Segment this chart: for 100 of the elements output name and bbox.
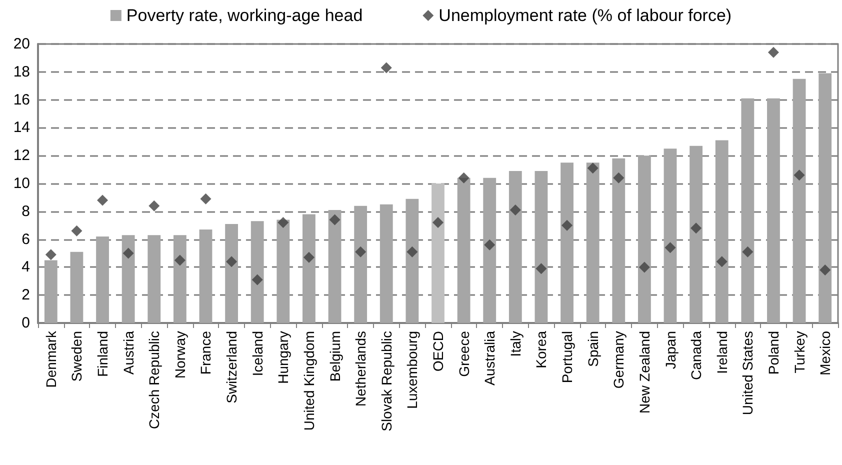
point bbox=[97, 194, 108, 206]
point bbox=[200, 193, 212, 204]
x-tick-label: Spain bbox=[584, 331, 601, 367]
bar bbox=[148, 235, 161, 323]
bar bbox=[96, 236, 109, 323]
x-tick-label: Belgium bbox=[326, 331, 343, 382]
bar bbox=[690, 146, 703, 323]
y-tick-label: 16 bbox=[13, 91, 30, 108]
bar bbox=[173, 235, 186, 323]
x-tick-label: Italy bbox=[507, 331, 524, 357]
point bbox=[329, 214, 340, 226]
point bbox=[71, 225, 82, 236]
bar bbox=[715, 140, 728, 323]
y-tick-label: 6 bbox=[22, 230, 30, 248]
x-tick-label: Portugal bbox=[559, 331, 576, 384]
y-tick-label: 4 bbox=[22, 258, 30, 276]
x-tick-label: Australia bbox=[482, 330, 498, 386]
bar bbox=[586, 162, 600, 323]
bar bbox=[638, 156, 651, 323]
point bbox=[562, 220, 573, 231]
bar bbox=[225, 224, 238, 323]
x-tick-label: New Zealand bbox=[636, 331, 652, 414]
y-tick-label: 8 bbox=[22, 202, 30, 220]
x-tick-label: Hungary bbox=[275, 331, 292, 384]
x-tick-label: Greece bbox=[456, 330, 472, 377]
point bbox=[432, 217, 444, 228]
x-tick-label: Luxembourg bbox=[404, 331, 420, 409]
point bbox=[510, 204, 521, 216]
bar bbox=[432, 184, 444, 323]
y-tick-label: 2 bbox=[22, 286, 30, 304]
point bbox=[820, 264, 831, 276]
bar bbox=[741, 98, 754, 323]
y-tick-label: 14 bbox=[13, 119, 30, 136]
bar bbox=[612, 158, 626, 323]
bar bbox=[560, 162, 574, 323]
bar bbox=[767, 98, 780, 323]
point bbox=[613, 172, 624, 184]
point bbox=[252, 274, 263, 286]
x-tick-label: Switzerland bbox=[224, 331, 240, 404]
point bbox=[226, 256, 238, 268]
x-tick-label: Poland bbox=[765, 331, 782, 375]
x-tick-label: United Kingdom bbox=[300, 331, 317, 431]
bar bbox=[818, 73, 832, 323]
x-tick-label: Germany bbox=[610, 331, 627, 389]
x-tick-label: Ireland bbox=[714, 331, 730, 374]
bar bbox=[199, 230, 212, 323]
bar bbox=[792, 78, 806, 323]
x-tick-label: Austria bbox=[120, 330, 136, 375]
x-tick-label: Korea bbox=[533, 330, 550, 368]
bar bbox=[302, 214, 316, 323]
x-tick-label: Denmark bbox=[42, 330, 59, 388]
x-tick-label: Canada bbox=[688, 330, 704, 380]
legend-label: Unemployment rate (% of labour force) bbox=[438, 6, 732, 25]
point bbox=[716, 256, 728, 268]
y-tick-label: 18 bbox=[13, 63, 30, 80]
bar bbox=[483, 178, 496, 323]
x-tick-label: France bbox=[198, 330, 214, 375]
point bbox=[690, 222, 702, 234]
x-tick-label: Czech Republic bbox=[146, 331, 162, 430]
x-tick-label: OECD bbox=[430, 331, 446, 372]
point bbox=[174, 254, 186, 266]
x-tick-label: Norway bbox=[172, 331, 188, 378]
bar bbox=[406, 198, 419, 323]
point bbox=[664, 242, 676, 254]
y-tick-label: 10 bbox=[13, 175, 30, 192]
point bbox=[45, 249, 56, 260]
x-tick-label: Finland bbox=[94, 331, 111, 377]
bar bbox=[380, 204, 393, 323]
y-tick-label: 12 bbox=[13, 147, 30, 164]
bar bbox=[508, 170, 522, 323]
bar bbox=[250, 221, 264, 323]
bar bbox=[534, 170, 548, 323]
bar bbox=[44, 260, 58, 323]
point bbox=[536, 263, 547, 274]
point bbox=[355, 246, 366, 258]
point bbox=[303, 252, 314, 263]
x-tick-label: United States bbox=[740, 331, 756, 416]
point bbox=[406, 246, 418, 258]
bar bbox=[457, 178, 470, 323]
point bbox=[148, 200, 160, 212]
y-tick-label: 20 bbox=[13, 36, 30, 52]
x-tick-label: Iceland bbox=[249, 331, 266, 376]
point bbox=[458, 172, 470, 184]
point bbox=[794, 170, 805, 181]
point bbox=[742, 246, 754, 258]
legend-label: Poverty rate, working-age head bbox=[126, 6, 363, 25]
bar bbox=[276, 220, 290, 323]
point bbox=[638, 262, 650, 273]
x-tick-label: Sweden bbox=[68, 331, 85, 382]
x-tick-label: Turkey bbox=[791, 331, 808, 374]
x-tick-label: Japan bbox=[662, 331, 678, 370]
point bbox=[768, 46, 779, 58]
bar bbox=[328, 210, 342, 323]
point bbox=[484, 239, 496, 250]
bar bbox=[664, 148, 677, 323]
point bbox=[278, 217, 289, 228]
bar bbox=[122, 235, 135, 323]
bar bbox=[70, 252, 84, 323]
point bbox=[122, 248, 134, 259]
point bbox=[587, 162, 598, 174]
